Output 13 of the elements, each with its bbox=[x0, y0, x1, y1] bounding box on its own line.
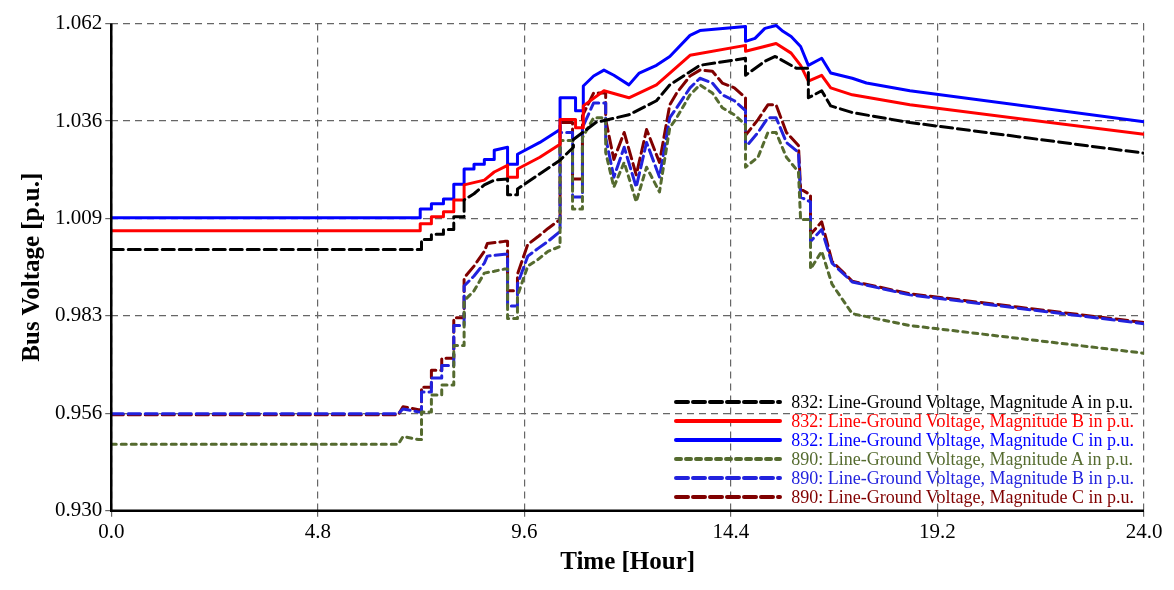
x-tick-label: 9.6 bbox=[511, 518, 538, 543]
x-tick-label: 4.8 bbox=[304, 518, 331, 543]
x-tick-label: 19.2 bbox=[919, 518, 956, 543]
x-axis-title: Time [Hour] bbox=[560, 547, 696, 575]
x-tick-label: 14.4 bbox=[712, 518, 750, 543]
y-tick-label: 0.983 bbox=[55, 302, 103, 327]
y-axis-title: Bus Voltage [p.u.] bbox=[17, 172, 45, 362]
y-tick-label: 1.036 bbox=[55, 107, 103, 132]
y-tick-label: 1.009 bbox=[55, 205, 103, 229]
text: 832: Line-Ground Voltage, Magnitude A in p.u. bbox=[791, 391, 1133, 412]
y-tick-label: 0.956 bbox=[55, 399, 103, 424]
y-tick-label: 1.062 bbox=[55, 10, 103, 35]
x-tick-label: 24.0 bbox=[1125, 518, 1163, 543]
